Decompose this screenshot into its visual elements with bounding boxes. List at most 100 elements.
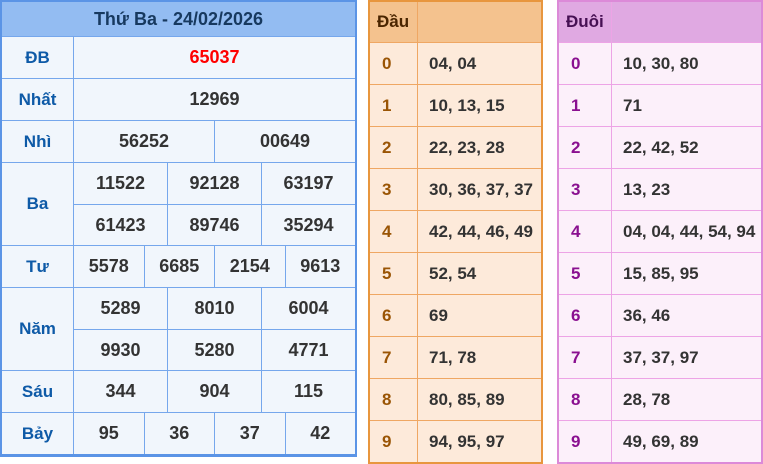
digit-cell: 4 <box>370 211 418 252</box>
prize-value: 6685 <box>143 246 215 287</box>
dau-row-2: 2 22, 23, 28 <box>370 126 541 168</box>
numbers-cell: 04, 04 <box>429 53 477 73</box>
prize-value: 11522 <box>73 163 167 204</box>
dau-row-8: 8 80, 85, 89 <box>370 378 541 420</box>
dau-row-6: 6 69 <box>370 294 541 336</box>
prize-value: 115 <box>261 371 355 412</box>
dau-row-0: 0 04, 04 <box>370 42 541 84</box>
prize-value: 6004 <box>261 288 355 329</box>
dau-row-4: 4 42, 44, 46, 49 <box>370 210 541 252</box>
digit-cell: 1 <box>559 85 612 126</box>
dau-row-1: 1 10, 13, 15 <box>370 84 541 126</box>
digit-cell: 7 <box>370 337 418 378</box>
dau-table: Đầu 0 04, 04 1 10, 13, 15 2 22, 23, 28 3… <box>368 0 543 464</box>
prize-value: 89746 <box>167 205 261 245</box>
dau-row-7: 7 71, 78 <box>370 336 541 378</box>
dau-row-3: 3 30, 36, 37, 37 <box>370 168 541 210</box>
numbers-cell: 80, 85, 89 <box>429 389 505 409</box>
prize-value: 5280 <box>167 330 261 370</box>
digit-cell: 3 <box>559 169 612 210</box>
prize-value: 42 <box>284 413 356 454</box>
digit-cell: 0 <box>559 43 612 84</box>
digit-cell: 7 <box>559 337 612 378</box>
prize-value: 12969 <box>73 79 355 120</box>
prize-value: 4771 <box>261 330 355 370</box>
prize-value: 5289 <box>73 288 167 329</box>
prize-value: 61423 <box>73 205 167 245</box>
prize-value: 00649 <box>214 121 355 162</box>
prize-value: 2154 <box>214 246 285 287</box>
prize-row-nhi: Nhì 56252 00649 <box>2 120 355 162</box>
prize-value: 37 <box>214 413 285 454</box>
duoi-row-3: 3 13, 23 <box>559 168 761 210</box>
duoi-table: Đuôi 0 10, 30, 80 1 71 2 22, 42, 52 3 13… <box>557 0 763 464</box>
results-date-header: Thứ Ba - 24/02/2026 <box>2 2 355 36</box>
numbers-cell: 42, 44, 46, 49 <box>429 221 533 241</box>
digit-cell: 4 <box>559 211 612 252</box>
prize-label: Nhì <box>23 131 52 151</box>
duoi-header-label: Đuôi <box>559 2 612 42</box>
prize-label: Năm <box>19 319 56 338</box>
prize-label: Ba <box>26 194 49 213</box>
prize-value: 8010 <box>167 288 261 329</box>
dau-row-5: 5 52, 54 <box>370 252 541 294</box>
digit-cell: 5 <box>370 253 418 294</box>
digit-cell: 3 <box>370 169 418 210</box>
duoi-row-0: 0 10, 30, 80 <box>559 42 761 84</box>
prize-value-special: 65037 <box>73 37 355 78</box>
numbers-cell: 13, 23 <box>623 179 671 199</box>
duoi-row-5: 5 15, 85, 95 <box>559 252 761 294</box>
prize-label: Tư <box>26 256 49 276</box>
results-table: Thứ Ba - 24/02/2026 ĐB 65037 Nhất 12969 … <box>0 0 357 457</box>
duoi-header-empty <box>612 2 761 42</box>
prize-row-nhat: Nhất 12969 <box>2 78 355 120</box>
digit-cell: 9 <box>559 421 612 462</box>
prize-value: 5578 <box>73 246 144 287</box>
digit-cell: 1 <box>370 85 418 126</box>
dau-row-9: 9 94, 95, 97 <box>370 420 541 462</box>
digit-cell: 0 <box>370 43 418 84</box>
prize-value: 904 <box>167 371 261 412</box>
prize-row-sau: Sáu 344 904 115 <box>2 370 355 412</box>
prize-row-tu: Tư 5578 6685 2154 9613 <box>2 245 355 287</box>
numbers-cell: 15, 85, 95 <box>623 263 699 283</box>
digit-cell: 2 <box>559 127 612 168</box>
numbers-cell: 28, 78 <box>623 389 671 409</box>
duoi-row-6: 6 36, 46 <box>559 294 761 336</box>
dau-header-empty <box>418 2 541 42</box>
prize-value: 95 <box>73 413 144 454</box>
prize-label: Nhất <box>18 89 57 109</box>
numbers-cell: 10, 13, 15 <box>429 95 505 115</box>
dau-table-header: Đầu <box>370 2 541 42</box>
numbers-cell: 94, 95, 97 <box>429 431 505 451</box>
digit-cell: 9 <box>370 421 418 462</box>
digit-cell: 5 <box>559 253 612 294</box>
numbers-cell: 71 <box>623 95 642 115</box>
prize-value: 35294 <box>261 205 355 245</box>
prize-row-ba: Ba 11522 92128 63197 61423 89746 35294 <box>2 162 355 245</box>
dau-header-label: Đầu <box>370 2 418 42</box>
numbers-cell: 37, 37, 97 <box>623 347 699 367</box>
prize-value: 9613 <box>284 246 356 287</box>
prize-row-nam: Năm 5289 8010 6004 9930 5280 4771 <box>2 287 355 370</box>
prize-value: 56252 <box>73 121 214 162</box>
digit-cell: 6 <box>559 295 612 336</box>
prize-row-db: ĐB 65037 <box>2 36 355 78</box>
numbers-cell: 49, 69, 89 <box>623 431 699 451</box>
numbers-cell: 52, 54 <box>429 263 477 283</box>
digit-cell: 6 <box>370 295 418 336</box>
numbers-cell: 69 <box>429 305 448 325</box>
digit-cell: 8 <box>370 379 418 420</box>
numbers-cell: 30, 36, 37, 37 <box>429 179 533 199</box>
prize-row-bay: Bảy 95 36 37 42 <box>2 412 355 454</box>
prize-label: Bảy <box>21 423 54 443</box>
prize-value: 9930 <box>73 330 167 370</box>
digit-cell: 8 <box>559 379 612 420</box>
duoi-table-header: Đuôi <box>559 2 761 42</box>
numbers-cell: 10, 30, 80 <box>623 53 699 73</box>
duoi-row-9: 9 49, 69, 89 <box>559 420 761 462</box>
duoi-row-8: 8 28, 78 <box>559 378 761 420</box>
duoi-row-4: 4 04, 04, 44, 54, 94 <box>559 210 761 252</box>
numbers-cell: 04, 04, 44, 54, 94 <box>623 221 756 241</box>
duoi-row-1: 1 71 <box>559 84 761 126</box>
